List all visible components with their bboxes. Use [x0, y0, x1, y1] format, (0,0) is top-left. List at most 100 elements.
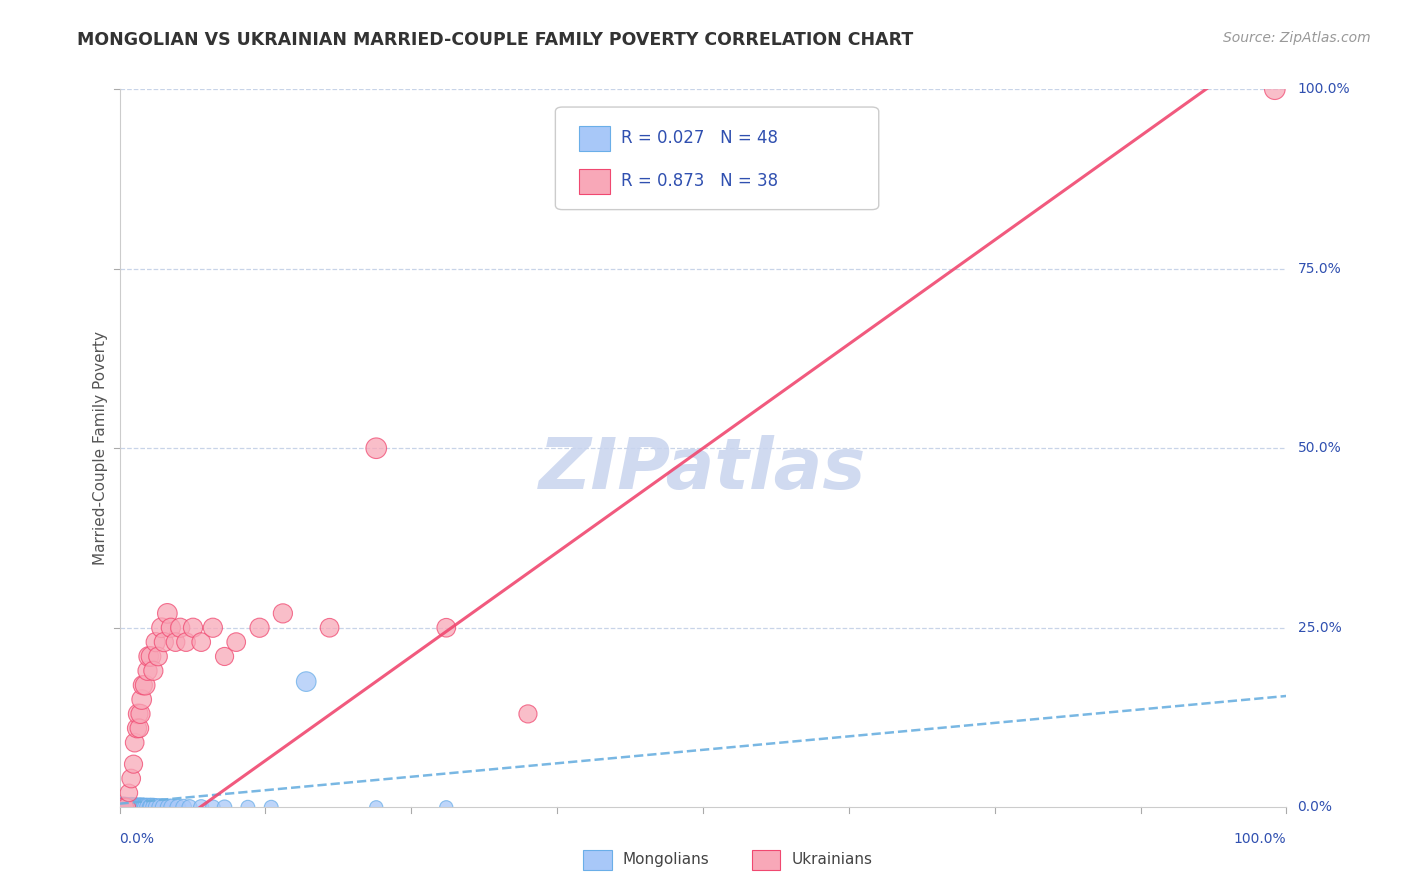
Point — [190, 800, 212, 814]
Point — [121, 800, 143, 814]
Point — [114, 800, 136, 814]
Point — [149, 800, 172, 814]
Point — [127, 706, 149, 721]
Point — [153, 800, 176, 814]
Y-axis label: Married-Couple Family Poverty: Married-Couple Family Poverty — [93, 331, 108, 566]
Point — [129, 706, 152, 721]
Text: Ukrainians: Ukrainians — [792, 853, 873, 867]
Point — [214, 649, 236, 664]
Point — [131, 800, 153, 814]
Point — [136, 664, 159, 678]
Point — [115, 800, 138, 814]
Point — [236, 800, 259, 814]
Point — [181, 621, 204, 635]
Point — [139, 800, 162, 814]
Point — [160, 621, 183, 635]
Point — [1264, 82, 1286, 96]
Point — [122, 757, 145, 772]
Point — [165, 635, 187, 649]
Point — [125, 721, 148, 735]
Point — [112, 800, 135, 814]
Text: 100.0%: 100.0% — [1298, 82, 1350, 96]
Point — [125, 800, 148, 814]
Text: 0.0%: 0.0% — [1298, 800, 1333, 814]
Point — [249, 621, 271, 635]
Point — [124, 736, 146, 750]
Point — [125, 800, 148, 814]
Point — [156, 607, 179, 621]
Point — [434, 621, 457, 635]
Point — [141, 800, 163, 814]
Point — [132, 800, 155, 814]
Point — [160, 800, 183, 814]
Point — [111, 800, 134, 814]
Point — [138, 649, 160, 664]
Point — [318, 621, 340, 635]
Point — [118, 800, 141, 814]
Point — [143, 800, 166, 814]
Text: R = 0.027   N = 48: R = 0.027 N = 48 — [621, 129, 779, 147]
Point — [150, 621, 173, 635]
Point — [138, 800, 160, 814]
Point — [146, 800, 169, 814]
Point — [117, 800, 139, 814]
Point — [120, 800, 142, 814]
Point — [166, 800, 188, 814]
Point — [366, 442, 388, 455]
Point — [260, 800, 283, 814]
Point — [135, 800, 157, 814]
Point — [120, 800, 142, 814]
Text: 75.0%: 75.0% — [1298, 261, 1341, 276]
Text: 25.0%: 25.0% — [1298, 621, 1341, 635]
Point — [201, 800, 224, 814]
Point — [118, 786, 141, 800]
Point — [145, 635, 167, 649]
Text: 50.0%: 50.0% — [1298, 442, 1341, 455]
Point — [142, 664, 165, 678]
Text: MONGOLIAN VS UKRAINIAN MARRIED-COUPLE FAMILY POVERTY CORRELATION CHART: MONGOLIAN VS UKRAINIAN MARRIED-COUPLE FA… — [77, 31, 914, 49]
Point — [118, 800, 141, 814]
Point — [366, 800, 388, 814]
Point — [117, 800, 139, 814]
Point — [132, 800, 155, 814]
Text: ZIPatlas: ZIPatlas — [540, 435, 866, 504]
Point — [131, 692, 153, 706]
Point — [271, 607, 294, 621]
Text: 0.0%: 0.0% — [120, 832, 155, 847]
Point — [112, 800, 135, 814]
Point — [190, 635, 212, 649]
Point — [111, 800, 134, 814]
Point — [157, 800, 180, 814]
Point — [169, 621, 191, 635]
Point — [174, 635, 197, 649]
Point — [134, 678, 156, 692]
Text: Mongolians: Mongolians — [623, 853, 710, 867]
Point — [127, 800, 149, 814]
Point — [146, 649, 169, 664]
Point — [115, 800, 138, 814]
Text: Source: ZipAtlas.com: Source: ZipAtlas.com — [1223, 31, 1371, 45]
Point — [134, 800, 156, 814]
Point — [214, 800, 236, 814]
Point — [201, 621, 224, 635]
Point — [122, 800, 145, 814]
Point — [139, 649, 162, 664]
Point — [128, 800, 150, 814]
Point — [225, 635, 247, 649]
Point — [124, 800, 146, 814]
Point — [153, 635, 176, 649]
Point — [120, 772, 142, 786]
Text: R = 0.873   N = 38: R = 0.873 N = 38 — [621, 172, 779, 190]
Point — [434, 800, 457, 814]
Point — [129, 800, 152, 814]
Point — [114, 800, 136, 814]
Point — [112, 800, 135, 814]
Point — [111, 800, 134, 814]
Text: 100.0%: 100.0% — [1234, 832, 1286, 847]
Point — [115, 800, 138, 814]
Point — [517, 706, 540, 721]
Point — [173, 800, 195, 814]
Point — [128, 721, 150, 735]
Point — [179, 800, 201, 814]
Point — [132, 678, 155, 692]
